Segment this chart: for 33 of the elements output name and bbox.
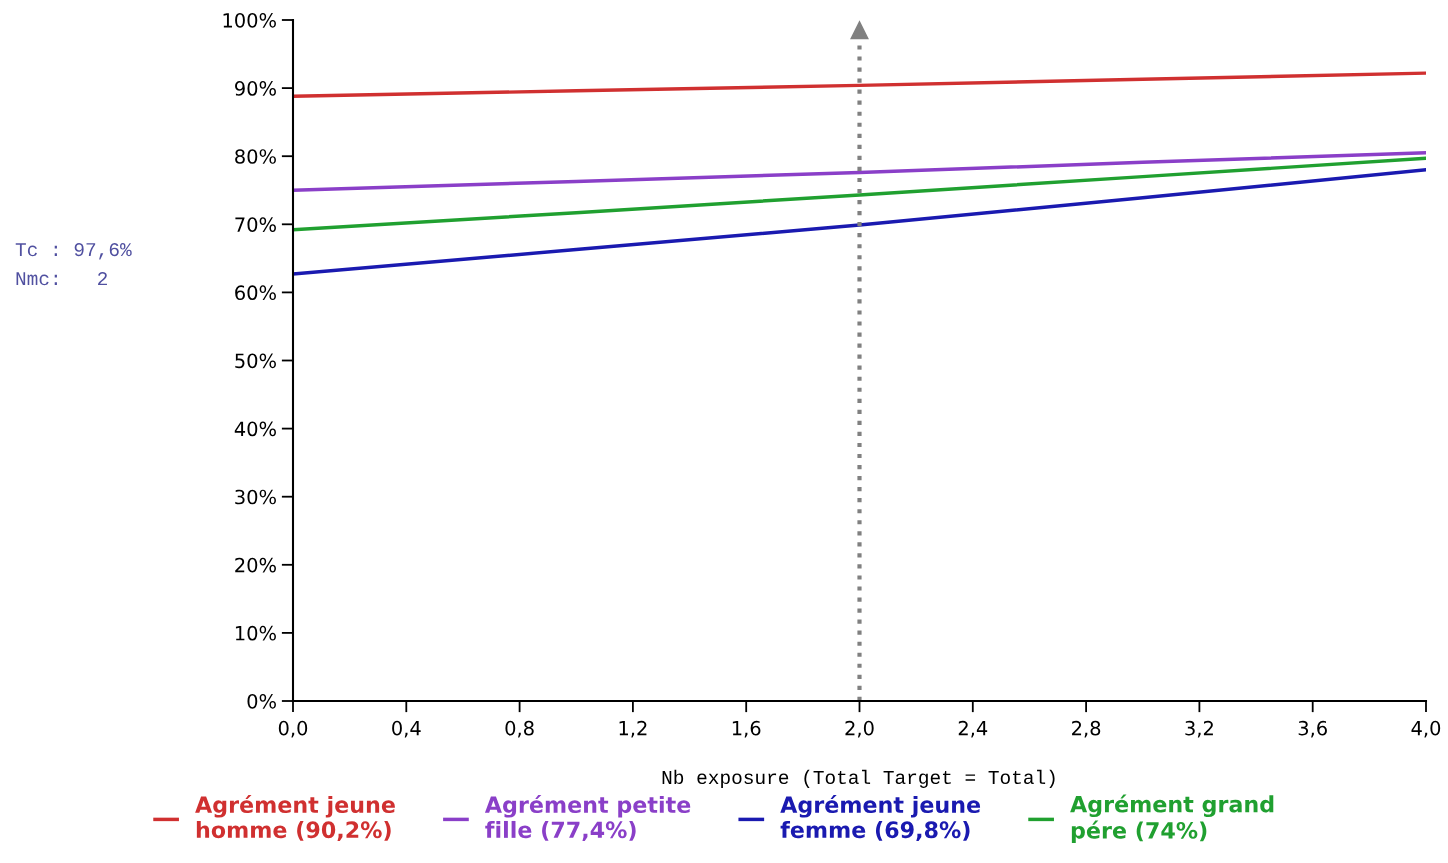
y-tick-label: 50% — [235, 353, 276, 369]
x-axis-title: Nb exposure (Total Target = Total) — [662, 769, 1055, 788]
line-series — [293, 156, 1426, 232]
text: Tc : 97,6% — [15, 243, 132, 260]
x-tick-label: 1,6 — [732, 720, 761, 738]
y-tick-label: 100% — [223, 12, 276, 28]
y-tick-label: 40% — [234, 421, 276, 437]
line-series — [293, 71, 1426, 99]
x-tick-label: 3,2 — [1185, 720, 1213, 738]
x-tick-label: 2,8 — [1072, 720, 1101, 738]
legend-label: Agrément grand pére (74%) — [1070, 794, 1274, 843]
legend-label: Agrément jeune femme (69,8%) — [780, 795, 981, 841]
y-tick-label: 80% — [235, 149, 276, 164]
y-tick-label: 20% — [235, 557, 276, 573]
y-tick-label: 60% — [235, 285, 276, 301]
line-series — [293, 151, 1426, 192]
y-tick-label: 70% — [235, 217, 276, 232]
text: Nmc: 2 — [16, 272, 107, 286]
x-tick-label: 0,0 — [278, 720, 308, 738]
x-tick-label: 0,4 — [392, 720, 421, 738]
x-tick-label: 4,0 — [1411, 720, 1441, 738]
line-series — [293, 168, 1426, 276]
y-tick-label: 90% — [235, 81, 276, 96]
y-tick-label: 30% — [235, 489, 276, 505]
x-tick-label: 3,6 — [1298, 720, 1327, 738]
x-tick-label: 1,2 — [619, 720, 647, 738]
x-tick-label: 0,8 — [505, 720, 534, 738]
y-tick-label: 0% — [247, 693, 276, 709]
legend-label: Agrément jeune homme (90,2%) — [195, 795, 395, 841]
x-tick-label: 2,4 — [958, 720, 988, 738]
legend-label: Agrément petite fille (77,4%) — [484, 795, 691, 841]
x-tick-label: 2,0 — [845, 720, 874, 738]
y-tick-label: 10% — [235, 625, 276, 641]
